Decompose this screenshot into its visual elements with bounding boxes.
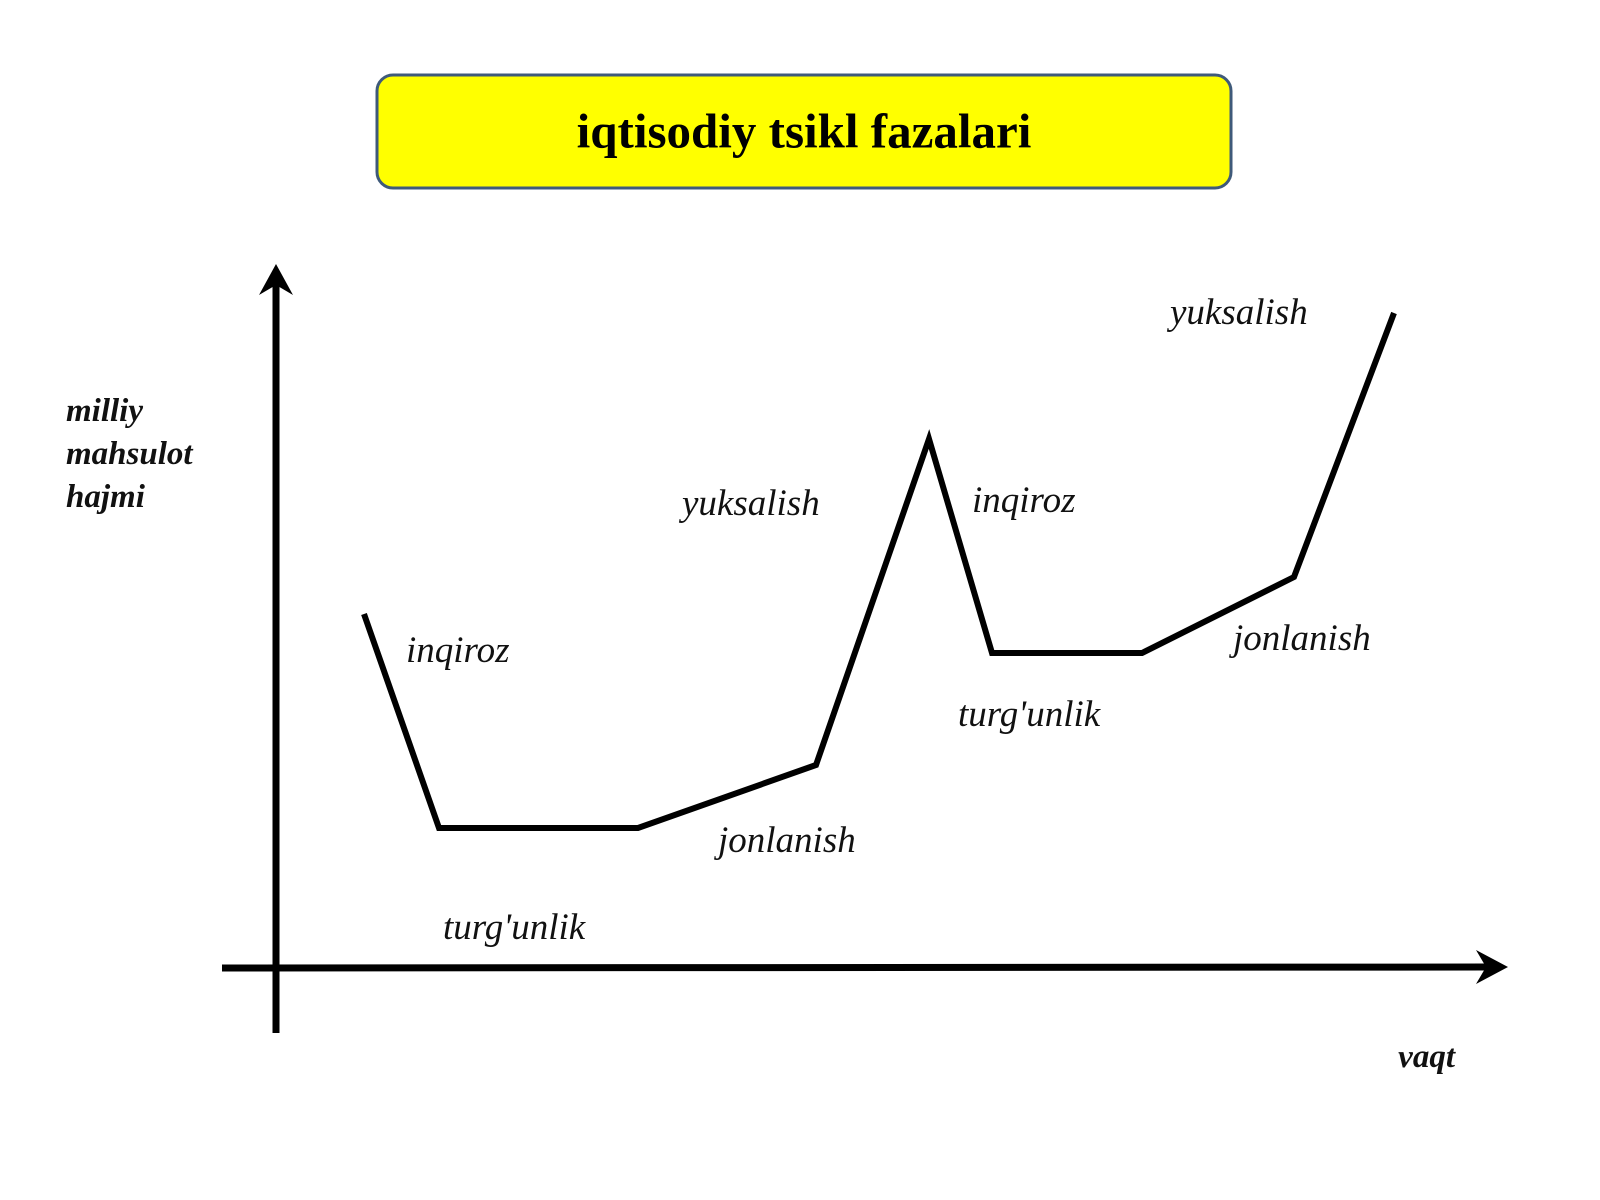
phase-label: yuksalish [678,483,820,524]
y-axis-label: hajmi [66,479,146,515]
phase-label: turg'unlik [443,907,586,948]
phase-label: turg'unlik [958,694,1101,735]
x-axis [221,963,1487,972]
phase-label: yuksalish [1166,292,1308,333]
phase-label: jonlanish [1229,618,1371,659]
phase-label: inqiroz [972,480,1075,521]
x-axis-label: vaqt [1398,1039,1456,1075]
y-arrow [259,264,293,295]
y-axis-label: mahsulot [66,436,193,472]
x-arrow [1476,950,1508,984]
phase-label: jonlanish [714,820,856,861]
title: iqtisodiy tsikl fazalari [577,103,1032,158]
cycle-line [361,311,1397,831]
phase-label: inqiroz [406,630,509,671]
title-box [375,73,1233,190]
y-axis-label: milliy [66,393,143,429]
